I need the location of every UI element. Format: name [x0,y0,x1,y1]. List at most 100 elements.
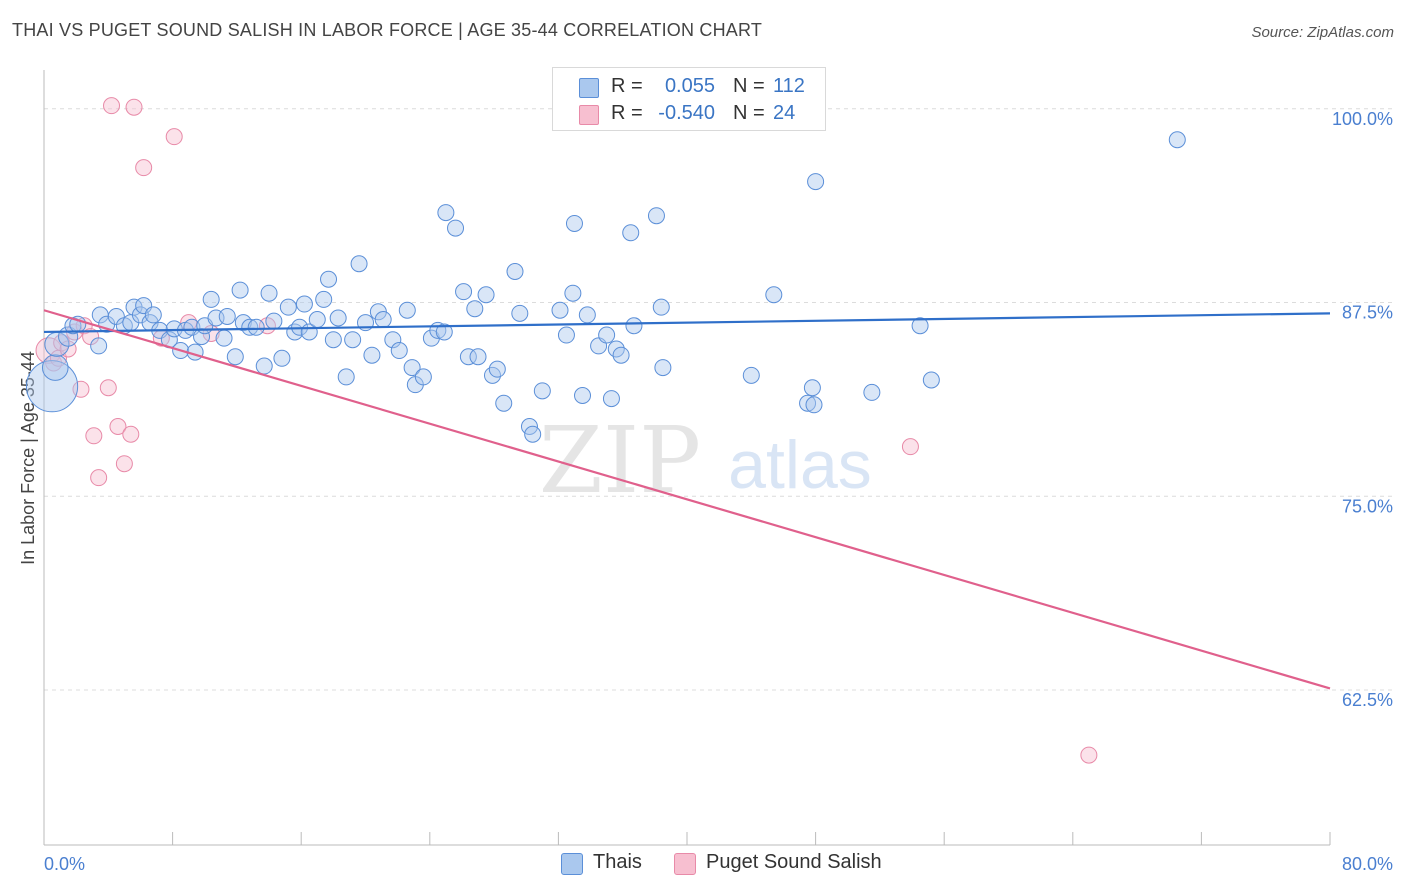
thais-point [255,357,273,375]
y-tick-label: 75.0% [1342,496,1393,516]
thais-point [337,368,355,386]
legend-n-value: 24 [773,102,796,124]
watermark: ZIP atlas [539,407,872,514]
thais-trend-line [43,312,1331,334]
puget-swatch [579,105,599,125]
thais-point [807,173,825,191]
thais-point [477,286,495,304]
thais-point [598,326,616,344]
thais-point [922,371,940,389]
puget-swatch [674,853,696,875]
thais-point [350,255,368,273]
puget-point [165,128,183,146]
source-label: Source: ZipAtlas.com [1251,24,1394,41]
thais-point [41,354,69,381]
puget-point [85,427,103,445]
thais-point [524,425,542,443]
thais-point [231,281,249,299]
thais-point [652,298,670,316]
axes [43,70,1331,846]
thais-swatch [561,853,583,875]
puget-point [53,334,71,352]
puget-point [901,438,919,456]
thais-point [295,295,313,313]
thais-point [144,306,162,324]
y-axis-label: In Labor Force | Age 35-44 [18,351,38,565]
legend-r-label: R = [611,75,643,97]
thais-point [447,219,465,237]
puget-trend-line [43,309,1331,690]
thais-point [625,317,643,335]
trend-lines [43,309,1331,690]
thais-point [414,368,432,386]
legend-label-thais: Thais [593,851,642,873]
y-tick-label: 87.5% [1342,303,1393,323]
thais-point [863,383,881,401]
thais-point [511,304,529,322]
thais-point [799,394,817,412]
thais-point [488,360,506,378]
thais-point [273,349,291,367]
grid-lines [44,108,1392,691]
legend-r-value: -0.540 [658,102,715,124]
thais-point [247,318,265,336]
thais-point [533,382,551,400]
legend-label-puget: Puget Sound Salish [706,851,882,873]
thais-swatch [579,78,599,98]
thais-point [437,204,455,222]
thais-point [506,263,524,280]
thais-point [612,346,630,364]
thais-point [1168,131,1186,149]
puget-point [122,425,140,443]
thais-point [390,342,408,360]
legend-r-value: 0.055 [664,75,715,97]
thais-point [363,346,381,364]
chart-title: THAI VS PUGET SOUND SALISH IN LABOR FORC… [12,20,763,40]
thais-point [654,359,672,377]
puget-point [115,455,133,473]
thais-point [265,312,283,330]
x-tick-label: 0.0% [44,854,85,874]
thais-point [574,387,592,404]
thais-point [315,290,333,308]
thais-point [565,214,583,232]
thais-point [742,366,760,384]
thais-point [344,331,362,349]
thais-point [557,326,575,344]
legend-n-value: 112 [773,75,805,97]
puget-point [90,469,108,487]
puget-point [103,97,121,115]
thais-point [329,309,347,327]
thais-point [202,290,220,308]
thais-point [218,307,236,325]
legend-row-thais: R = 0.055 N = 112 [553,74,825,102]
y-tick-label: 62.5% [1342,690,1393,710]
watermark-zip: ZIP [539,407,701,514]
thais-point [564,284,582,302]
thais-point [260,284,278,302]
puget-point [1080,746,1098,764]
thais-point [466,300,484,318]
legend-row-puget: R = -0.540 N = 24 [553,101,825,129]
thais-point [765,286,783,304]
thais-point [469,348,487,366]
y-tick-label: 100.0% [1332,109,1393,129]
puget-point [125,98,143,116]
thais-point [90,337,108,355]
tick-labels: 100.0% 87.5% 75.0% 62.5% 0.0% 80.0% [44,109,1393,874]
puget-point [99,379,117,397]
thais-point [803,379,821,397]
thais-point [805,396,823,414]
thais-points [25,131,1186,443]
puget-point [109,418,127,435]
thais-point [398,301,416,319]
thais-point [241,318,259,336]
thais-point [324,331,342,349]
thais-point [911,317,929,335]
thais-point [551,301,569,319]
watermark-atlas: atlas [728,427,872,503]
thais-point [25,360,79,413]
thais-point [647,207,665,225]
thais-point [308,311,326,329]
